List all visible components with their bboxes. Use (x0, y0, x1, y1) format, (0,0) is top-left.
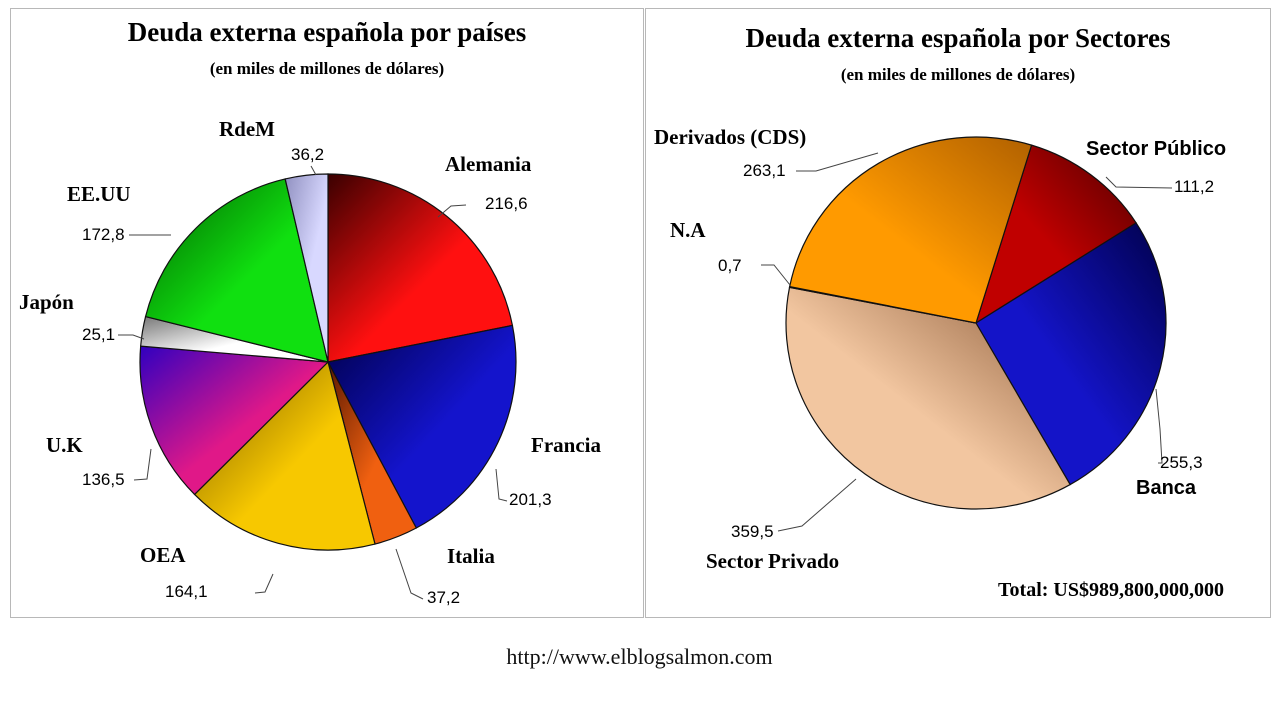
source-url: http://www.elblogsalmon.com (506, 644, 773, 669)
slice-label-japon: Japón (19, 290, 74, 314)
chart-subtitle: (en miles de millones de dólares) (209, 59, 445, 78)
value-label-banca: 255,3 (1160, 453, 1203, 472)
value-label-italia: 37,2 (427, 588, 460, 607)
leader-line-rdem (310, 165, 317, 176)
value-label-sector-publico: 111,2 (1174, 177, 1214, 196)
pie-slice-rdem (284, 173, 329, 363)
pie-slice-banca (975, 222, 1167, 486)
leader-line-italia (395, 548, 424, 600)
value-label-n-a: 0,7 (718, 256, 742, 275)
pie-slice-alemania (327, 173, 514, 363)
chart-title: Deuda externa española por países (127, 17, 527, 47)
value-label-ee-uu: 172,8 (82, 225, 125, 244)
value-label-sector-privado: 359,5 (731, 522, 774, 541)
leader-line-u-k (133, 448, 152, 481)
slice-label-sector-publico: Sector Público (1086, 138, 1226, 160)
leader-line-banca (1155, 388, 1163, 464)
leader-line-derivados-cds (796, 152, 879, 172)
total-label: Total: US$989,800,000,000 (998, 579, 1224, 601)
pie-slice-derivados-cds (788, 136, 1033, 324)
chart-panel-countries: Deuda externa española por países (en mi… (10, 8, 644, 618)
slice-label-derivados-cds: Derivados (CDS) (654, 125, 806, 149)
value-label-francia: 201,3 (509, 490, 552, 509)
value-label-u-k: 136,5 (82, 470, 125, 489)
chart-panel-sectors: Deuda externa española por Sectores (en … (645, 8, 1271, 618)
slice-label-alemania: Alemania (445, 152, 532, 176)
leader-line-francia (495, 468, 508, 502)
leader-line-sector-publico (1105, 176, 1173, 189)
slice-label-ee-uu: EE.UU (67, 182, 131, 206)
chart-title: Deuda externa española por Sectores (745, 23, 1171, 53)
value-label-derivados-cds: 263,1 (743, 161, 786, 180)
slice-label-francia: Francia (531, 433, 601, 457)
slice-label-oea: OEA (140, 543, 186, 567)
chart-subtitle: (en miles de millones de dólares) (840, 65, 1076, 84)
pie-slice-ee-uu (144, 178, 329, 363)
pie-slice-francia (327, 324, 517, 529)
value-label-rdem: 36,2 (291, 145, 324, 164)
pie-slice-sector-publico (974, 144, 1137, 325)
slice-label-italia: Italia (447, 544, 495, 568)
slice-label-banca: Banca (1136, 477, 1197, 499)
leader-line-oea (254, 573, 274, 594)
value-label-alemania: 216,6 (485, 194, 528, 213)
leader-line-n-a (761, 264, 791, 286)
slice-label-sector-privado: Sector Privado (706, 549, 839, 573)
leader-line-alemania (437, 204, 467, 218)
value-label-oea: 164,1 (165, 582, 208, 601)
value-label-japon: 25,1 (82, 325, 115, 344)
slice-label-n-a: N.A (670, 218, 706, 242)
slice-label-rdem: RdeM (219, 117, 275, 141)
slice-label-u-k: U.K (46, 433, 83, 457)
pie-chart-countries: Alemania 216,6 Francia 201,3 Italia 37,2 OEA 16… (19, 117, 601, 607)
pie-slice-sector-privado (785, 286, 1071, 510)
leader-line-sector-privado (777, 478, 857, 532)
pie-slice-oea (193, 360, 376, 551)
pie-slice-u-k (139, 345, 330, 496)
leader-line-japon (118, 334, 145, 340)
pie-chart-sectors: Sector Público 111,2 Banca 255,3 Sector Priv… (654, 125, 1226, 573)
